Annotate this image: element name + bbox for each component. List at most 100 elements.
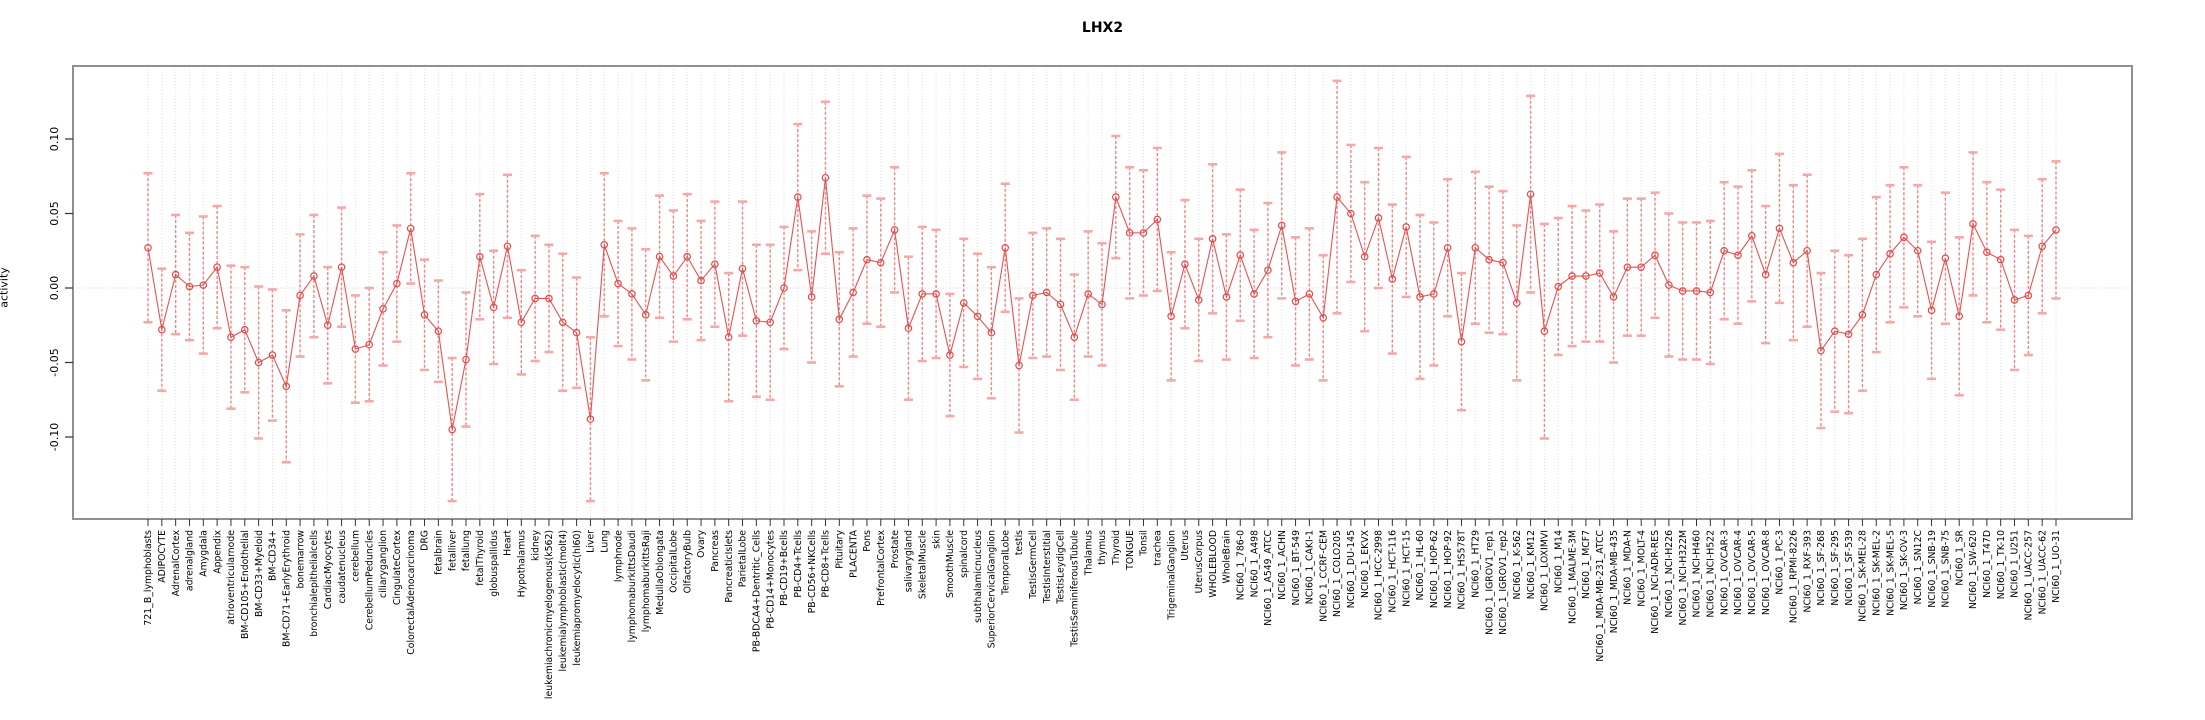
x-axis-label: NCI60_1_SW-620 xyxy=(1968,530,1979,609)
plot-box xyxy=(72,65,2133,520)
x-axis-label: CingulateCortex xyxy=(392,530,403,606)
data-point xyxy=(738,264,747,273)
data-point xyxy=(821,173,830,182)
data-point xyxy=(323,321,332,330)
data-point xyxy=(1443,243,1452,252)
data-point xyxy=(1651,251,1659,260)
data-point xyxy=(600,240,609,249)
data-point xyxy=(1001,243,1010,252)
data-point xyxy=(1430,290,1438,298)
x-axis-label: kidney xyxy=(530,530,541,561)
x-axis-label: thymus xyxy=(1097,530,1108,565)
data-point xyxy=(1983,248,1991,257)
x-axis-label: SmoothMuscle xyxy=(945,530,956,598)
data-point xyxy=(240,325,249,334)
data-point xyxy=(1042,288,1051,297)
y-tick-label: -0.10 xyxy=(48,423,61,451)
x-axis-label: subthalamicnucleus xyxy=(973,530,984,623)
x-axis-label: NCI60_1_NCI-ADR-RES xyxy=(1650,530,1661,634)
data-point xyxy=(1582,272,1590,280)
x-axis-label: ColorectalAdenocarcinoma xyxy=(406,530,417,655)
data-point xyxy=(1789,258,1798,267)
x-axis-label: NCI60_1_DU-145 xyxy=(1346,530,1357,608)
data-point xyxy=(959,299,968,307)
data-point xyxy=(158,325,166,334)
x-axis-label: globuspallidus xyxy=(489,530,500,597)
data-point xyxy=(1748,232,1756,240)
data-point xyxy=(1457,337,1466,346)
data-point xyxy=(1264,266,1272,274)
data-point xyxy=(2052,226,2060,234)
x-axis-label: Pancreas xyxy=(710,530,721,572)
x-axis-label: PB-BDCA4+Dentritic_Cells xyxy=(752,530,763,652)
data-point xyxy=(1499,258,1507,267)
data-point xyxy=(1471,243,1480,252)
x-axis-label: Thyroid xyxy=(1111,530,1122,566)
data-point xyxy=(586,415,595,423)
y-tick-label: 0.05 xyxy=(48,201,61,226)
data-point xyxy=(1222,293,1231,301)
data-point xyxy=(1208,235,1217,243)
data-point xyxy=(144,243,152,252)
data-point xyxy=(1070,333,1079,341)
x-axis-label: leukemiachronicmyelogenous(k562) xyxy=(544,530,555,699)
data-point xyxy=(1678,287,1687,295)
data-point xyxy=(1029,291,1037,300)
data-point xyxy=(1194,296,1203,304)
data-point xyxy=(1277,221,1286,230)
data-point xyxy=(780,284,788,292)
x-axis-label: NCI60_1_BT-549 xyxy=(1291,530,1302,606)
data-point xyxy=(655,252,664,261)
data-point xyxy=(1416,293,1424,301)
x-axis-label: NCI60_1_SK-MEL-28 xyxy=(1858,530,1869,622)
x-axis-label: NCI60_1_HCT-15 xyxy=(1401,530,1412,607)
data-point xyxy=(2024,291,2033,300)
data-point xyxy=(863,255,871,264)
x-axis-label: fetallung xyxy=(461,530,472,571)
x-axis-label: NCI60_1_A498 xyxy=(1249,530,1260,597)
data-point xyxy=(545,294,553,303)
x-axis-label: TestisGermCell xyxy=(1028,530,1039,600)
x-axis-label: Lung xyxy=(599,530,610,553)
x-axis-label: lymphomaburkittsRaji xyxy=(641,530,652,632)
x-axis-label: NCI60_1_HL-60 xyxy=(1415,530,1426,601)
data-point xyxy=(310,272,318,280)
data-point xyxy=(1692,287,1701,295)
data-point xyxy=(1291,297,1300,306)
x-axis-label: ciliaryganglion xyxy=(378,530,389,598)
x-axis-label: NCI60_1_U251 xyxy=(2010,530,2021,598)
data-point xyxy=(558,318,567,327)
data-point xyxy=(849,288,857,297)
x-axis-label: BM-CD34+ xyxy=(268,530,279,581)
x-axis-label: NCI60_1_K-562 xyxy=(1512,530,1523,599)
x-axis-label: leukemialymphoblastic(molt4) xyxy=(558,530,569,671)
x-axis-label: MedullaOblongata xyxy=(655,530,666,615)
data-point xyxy=(1595,269,1604,277)
x-axis-label: NCI60_1_RPMI-8226 xyxy=(1788,530,1799,623)
data-point xyxy=(683,252,692,261)
x-axis-label: NCI60_1_CAKI-1 xyxy=(1305,530,1316,604)
x-axis-label: NCI60_1_HCC-2998 xyxy=(1374,530,1385,620)
x-axis-label: leukemiapromyelocytic(hl60) xyxy=(572,530,583,666)
data-point xyxy=(794,193,802,201)
data-point xyxy=(669,272,678,280)
data-point xyxy=(531,294,539,303)
data-point xyxy=(1554,282,1563,291)
data-point xyxy=(1485,255,1493,264)
x-axis-label: NCI60_1_OVCAR-4 xyxy=(1733,530,1744,615)
x-axis-label: cerebellum xyxy=(351,530,362,582)
data-point xyxy=(752,316,761,325)
data-point xyxy=(697,276,705,285)
data-point xyxy=(628,290,636,298)
data-point xyxy=(227,333,235,341)
x-axis-label: Uterus xyxy=(1180,530,1191,561)
data-point xyxy=(1872,270,1881,279)
x-axis-label: salivarygland xyxy=(904,530,915,592)
data-point xyxy=(1941,254,1950,263)
data-point xyxy=(199,281,208,289)
data-point xyxy=(1360,252,1369,261)
x-axis-label: PancreaticIslets xyxy=(724,530,735,603)
x-axis-label: lymphnode xyxy=(613,530,624,582)
data-point xyxy=(1125,229,1134,237)
